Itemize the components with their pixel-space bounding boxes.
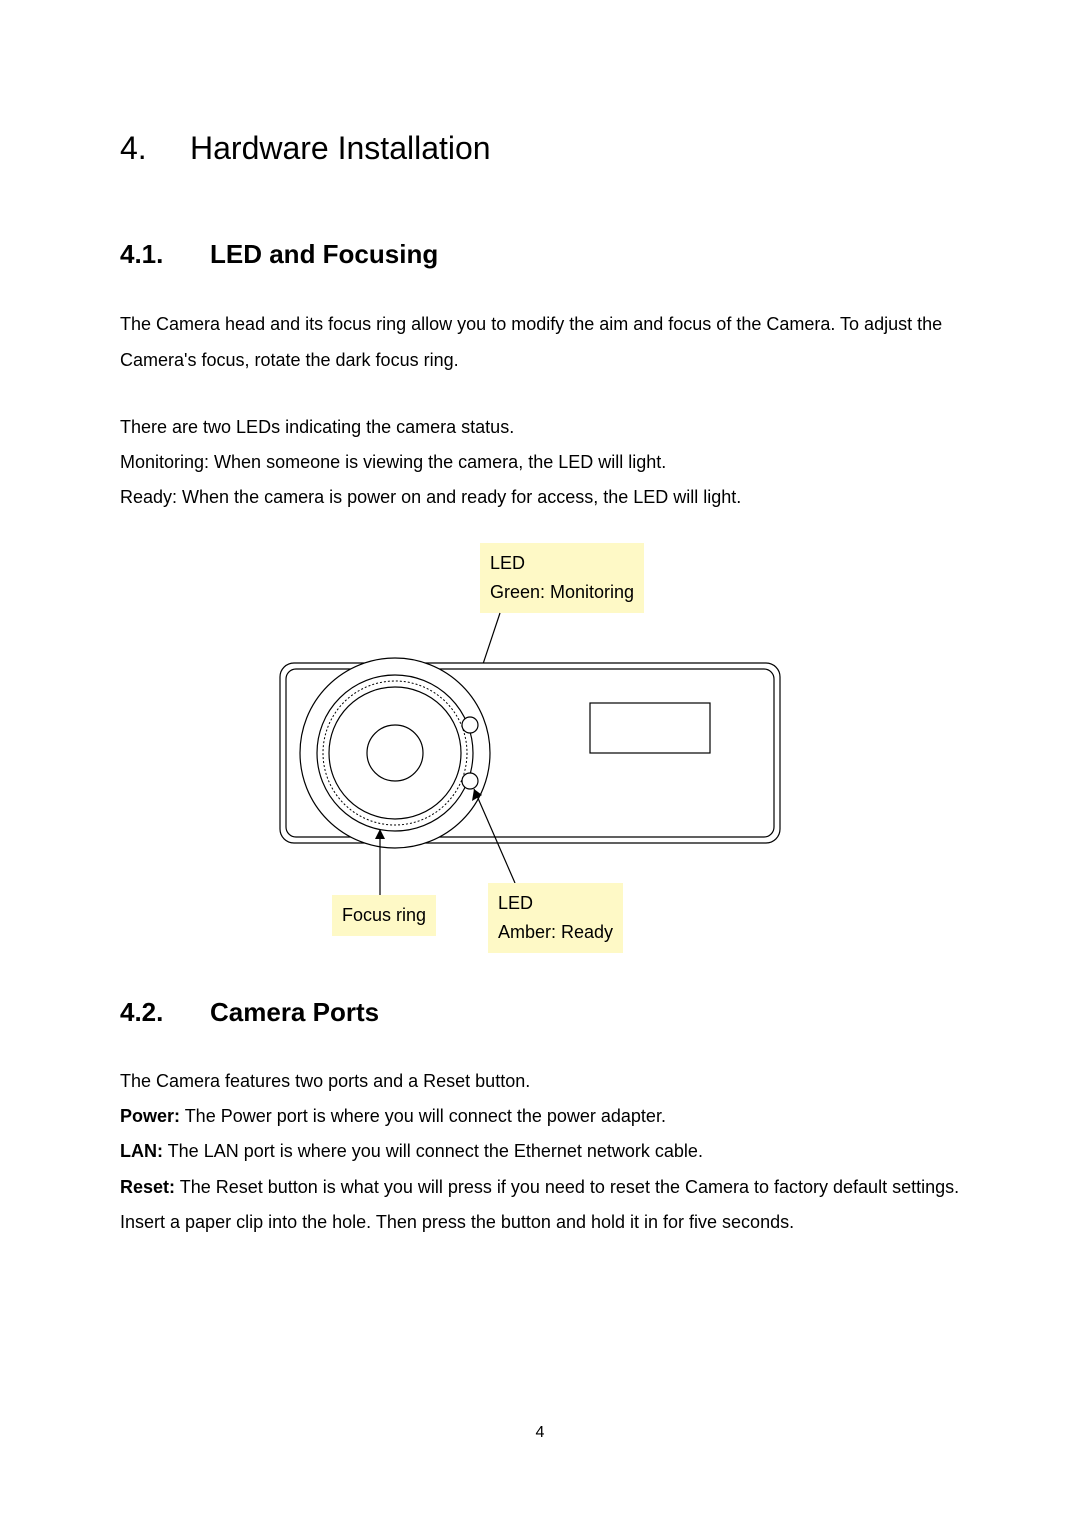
body-line: LAN: The LAN port is where you will conn… <box>120 1134 960 1169</box>
body-paragraph: The Camera head and its focus ring allow… <box>120 306 960 378</box>
body-paragraph: There are two LEDs indicating the camera… <box>120 410 960 515</box>
chapter-title: Hardware Installation <box>190 130 491 166</box>
callout-text: Focus ring <box>342 905 426 925</box>
callout-led-ready: LED Amber: Ready <box>488 883 623 953</box>
camera-diagram: LED Green: Monitoring <box>260 543 820 953</box>
label-reset: Reset: <box>120 1177 175 1197</box>
body-line: Reset: The Reset button is what you will… <box>120 1170 960 1240</box>
label-lan: LAN: <box>120 1141 163 1161</box>
section-number: 4.2. <box>120 997 210 1028</box>
callout-focus-ring: Focus ring <box>332 895 436 936</box>
section-heading: 4.1.LED and Focusing <box>120 239 960 270</box>
body-line: There are two LEDs indicating the camera… <box>120 410 960 445</box>
body-paragraph: The Camera features two ports and a Rese… <box>120 1064 960 1239</box>
body-line: Ready: When the camera is power on and r… <box>120 480 960 515</box>
body-line: The Camera features two ports and a Rese… <box>120 1064 960 1099</box>
document-page: 4.Hardware Installation 4.1.LED and Focu… <box>0 0 1080 1240</box>
callout-line: LED <box>498 889 613 918</box>
text-lan: The LAN port is where you will connect t… <box>163 1141 703 1161</box>
chapter-number: 4. <box>120 130 190 167</box>
body-line: Power: The Power port is where you will … <box>120 1099 960 1134</box>
text-power: The Power port is where you will connect… <box>180 1106 666 1126</box>
section-number: 4.1. <box>120 239 210 270</box>
chapter-heading: 4.Hardware Installation <box>120 130 960 167</box>
section-title: LED and Focusing <box>210 239 438 269</box>
text-reset: The Reset button is what you will press … <box>120 1177 959 1232</box>
section-title: Camera Ports <box>210 997 379 1027</box>
body-line: Monitoring: When someone is viewing the … <box>120 445 960 480</box>
section-heading: 4.2.Camera Ports <box>120 997 960 1028</box>
label-power: Power: <box>120 1106 180 1126</box>
callout-line: Amber: Ready <box>498 918 613 947</box>
page-number: 4 <box>0 1424 1080 1442</box>
